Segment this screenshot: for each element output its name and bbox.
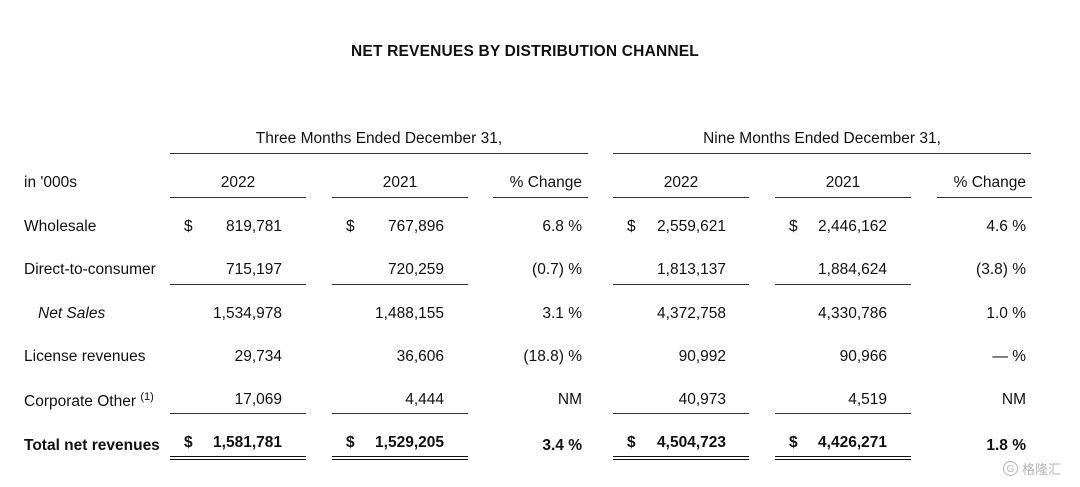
footnote-marker: (1) xyxy=(140,391,154,403)
value-cell: 1,581,781 xyxy=(213,434,282,451)
column-header: % Change xyxy=(509,174,582,191)
value-cell: 29,734 xyxy=(234,348,282,365)
total-double-underline xyxy=(613,456,749,460)
subtotal-underline xyxy=(332,284,468,285)
value-cell: 715,197 xyxy=(225,261,282,278)
watermark: G 格隆汇 xyxy=(1003,459,1061,478)
currency-symbol: $ xyxy=(627,218,636,235)
header-underline xyxy=(170,197,306,198)
total-double-underline xyxy=(332,456,468,460)
value-cell: 36,606 xyxy=(396,348,444,365)
value-cell: 2,446,162 xyxy=(818,218,887,235)
percent-cell: (0.7) % xyxy=(532,261,582,278)
value-cell: 819,781 xyxy=(225,218,282,235)
column-header: 2022 xyxy=(663,174,699,191)
value-cell: 4,372,758 xyxy=(657,305,726,322)
currency-symbol: $ xyxy=(627,434,636,451)
value-cell: 4,426,271 xyxy=(818,434,887,451)
row-label-text: Corporate Other xyxy=(24,393,136,411)
value-cell: 4,330,786 xyxy=(818,305,887,322)
percent-cell: 6.8 % xyxy=(542,218,582,235)
total-double-underline xyxy=(170,456,306,460)
percent-cell: 3.4 % xyxy=(542,437,582,454)
report-title: NET REVENUES BY DISTRIBUTION CHANNEL xyxy=(351,43,699,60)
total-underline xyxy=(332,413,468,414)
watermark-logo-icon: G xyxy=(1003,461,1018,476)
value-cell: 40,973 xyxy=(678,391,726,408)
column-header: 2021 xyxy=(825,174,861,191)
value-cell: 720,259 xyxy=(387,261,444,278)
period-underline xyxy=(613,153,1031,154)
header-underline xyxy=(332,197,468,198)
currency-symbol: $ xyxy=(184,434,193,451)
column-header: 2022 xyxy=(220,174,256,191)
total-underline xyxy=(775,413,911,414)
subtotal-underline xyxy=(775,284,911,285)
value-cell: 2,559,621 xyxy=(657,218,726,235)
percent-cell: 1.8 % xyxy=(986,437,1026,454)
total-underline xyxy=(170,413,306,414)
value-cell: 4,444 xyxy=(405,391,444,408)
percent-cell: 4.6 % xyxy=(986,218,1026,235)
period-header-three-months: Three Months Ended December 31, xyxy=(255,130,503,147)
total-double-underline xyxy=(775,456,911,460)
value-cell: 4,504,723 xyxy=(657,434,726,451)
row-label-header: in '000s xyxy=(24,174,77,191)
percent-cell: — % xyxy=(992,348,1026,365)
value-cell: 90,966 xyxy=(839,348,887,365)
column-header: 2021 xyxy=(382,174,418,191)
subtotal-underline xyxy=(613,284,749,285)
column-header: % Change xyxy=(953,174,1026,191)
header-underline xyxy=(775,197,911,198)
row-label-net-sales: Net Sales xyxy=(38,305,106,322)
subtotal-underline xyxy=(170,284,306,285)
value-cell: 1,884,624 xyxy=(818,261,887,278)
percent-cell: NM xyxy=(1001,391,1026,408)
value-cell: 90,992 xyxy=(678,348,726,365)
value-cell: 1,488,155 xyxy=(375,305,444,322)
header-underline xyxy=(613,197,749,198)
period-underline xyxy=(170,153,588,154)
total-underline xyxy=(613,413,749,414)
row-label-wholesale: Wholesale xyxy=(24,218,97,235)
value-cell: 767,896 xyxy=(387,218,444,235)
percent-cell: (3.8) % xyxy=(976,261,1026,278)
currency-symbol: $ xyxy=(346,434,355,451)
row-label-license-revenues: License revenues xyxy=(24,348,146,365)
currency-symbol: $ xyxy=(346,218,355,235)
value-cell: 4,519 xyxy=(848,391,887,408)
percent-cell: NM xyxy=(557,391,582,408)
percent-cell: 3.1 % xyxy=(542,305,582,322)
row-label-total-net-revenues: Total net revenues xyxy=(24,437,160,454)
watermark-text: 格隆汇 xyxy=(1022,462,1062,477)
currency-symbol: $ xyxy=(789,218,798,235)
header-underline xyxy=(937,197,1032,198)
value-cell: 1,529,205 xyxy=(375,434,444,451)
percent-cell: 1.0 % xyxy=(986,305,1026,322)
period-header-nine-months: Nine Months Ended December 31, xyxy=(703,130,941,147)
percent-cell: (18.8) % xyxy=(523,348,582,365)
row-label-corporate-other: Corporate Other (1) xyxy=(24,391,154,411)
currency-symbol: $ xyxy=(184,218,193,235)
value-cell: 1,534,978 xyxy=(213,305,282,322)
value-cell: 1,813,137 xyxy=(657,261,726,278)
row-label-direct-to-consumer: Direct-to-consumer xyxy=(24,261,156,278)
value-cell: 17,069 xyxy=(234,391,282,408)
header-underline xyxy=(493,197,588,198)
currency-symbol: $ xyxy=(789,434,798,451)
